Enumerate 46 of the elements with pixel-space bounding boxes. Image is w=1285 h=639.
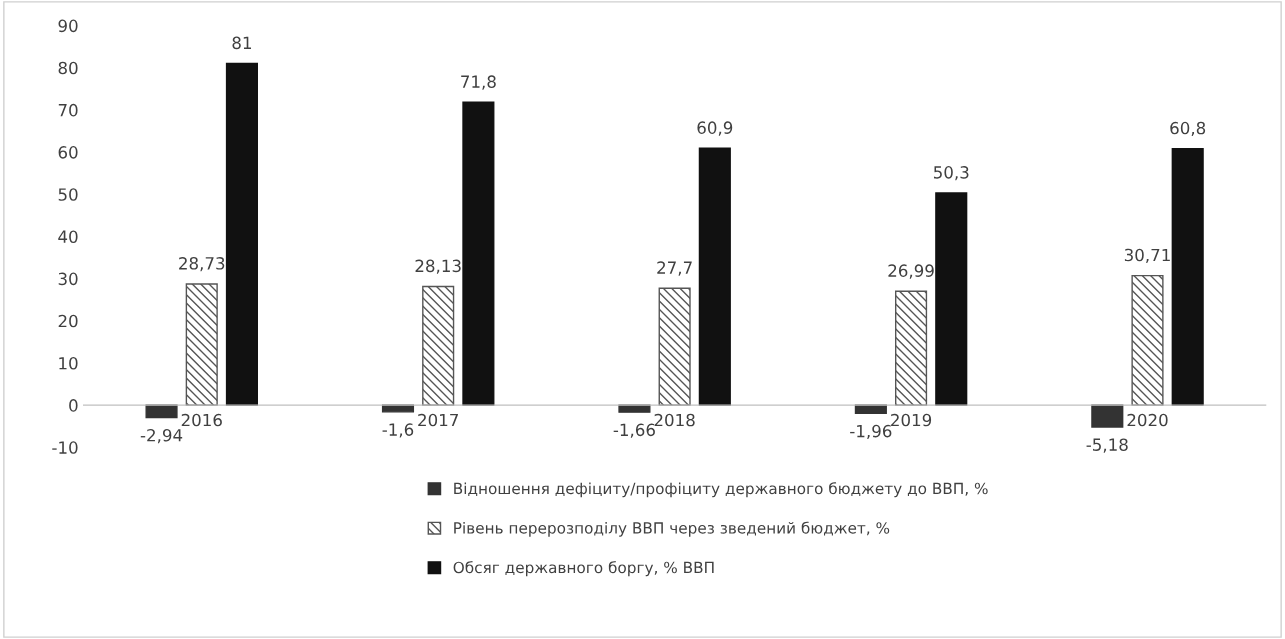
y-tick-label: 20 [58,314,78,328]
data-label: 28,73 [179,257,225,272]
x-tick-label: 2020 [1127,413,1168,427]
bar [225,62,259,406]
data-label: 60,9 [697,121,733,136]
bar [1091,404,1124,428]
bar [935,192,968,406]
bar [1131,274,1164,406]
data-label: 26,99 [888,264,934,279]
x-tick-label: 2018 [654,413,695,427]
legend-label: Рівень перерозподілу ВВП через зведений бюджет, % [454,521,890,537]
x-tick-label: 2017 [418,413,458,427]
bar [422,285,455,406]
y-tick-label: 70 [58,103,78,117]
bar [698,147,731,406]
data-label: 60,8 [1170,121,1206,137]
y-tick-label: 50 [58,188,78,201]
data-label: 30,71 [1124,248,1170,263]
bar [658,287,691,406]
y-tick-label: 40 [58,230,78,243]
data-label: -2,94 [140,428,183,444]
legend-label: Відношення дефіциту/профіциту державного бюджету до ВВП, % [454,482,988,498]
y-tick-label: 80 [58,61,78,75]
data-label: -1,96 [850,424,892,440]
y-tick-label: 90 [58,19,78,33]
data-label: 28,13 [415,259,461,274]
data-label: -5,18 [1086,438,1128,453]
y-tick-label: 60 [58,146,78,159]
y-tick-label: 30 [58,272,78,286]
y-tick-label: -10 [52,441,78,454]
data-label: -1,6 [382,423,414,438]
x-tick-label: 2019 [891,413,932,427]
y-tick-label: 0 [69,399,78,412]
data-label: 71,8 [461,75,496,90]
bar [145,404,178,419]
bar [462,101,495,406]
data-label: -1,66 [613,423,655,438]
data-label: 50,3 [933,166,969,181]
bar [895,290,928,406]
y-tick-label: 10 [59,356,78,370]
legend-label: Обсяг державного боргу, % ВВП [453,561,714,577]
bar [185,283,218,406]
data-label: 27,7 [657,261,692,276]
bar [1171,148,1204,406]
x-tick-label: 2016 [181,413,222,427]
data-label: 81 [232,36,251,50]
